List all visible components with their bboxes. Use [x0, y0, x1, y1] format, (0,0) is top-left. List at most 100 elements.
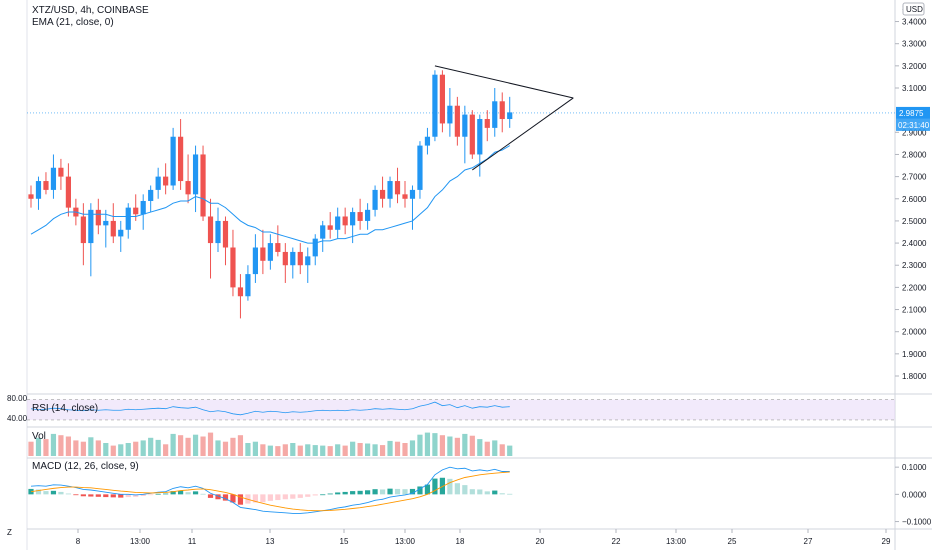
volume-bar [207, 432, 214, 456]
candle-body [424, 136, 431, 146]
candle-body [394, 181, 401, 195]
candle-body [65, 176, 71, 208]
candle-body [335, 216, 341, 230]
volume-bar [469, 435, 475, 456]
candle-body [417, 145, 423, 190]
candle-body [125, 207, 131, 230]
macd-histogram-bar [477, 489, 483, 495]
price-tick-label: 2.4000 [902, 239, 927, 248]
candle-body [327, 225, 333, 230]
volume-bar [484, 441, 490, 456]
candle-body [462, 114, 468, 137]
price-tick-label: 2.1000 [902, 306, 927, 315]
candle-body [95, 209, 101, 226]
candle-body [237, 287, 244, 297]
volume-bar [88, 437, 94, 456]
price-tick-label: 2.2000 [902, 283, 927, 292]
price-tick-label: 2.6000 [902, 195, 927, 204]
volume-bar [215, 440, 221, 456]
macd-histogram-bar [35, 489, 42, 495]
price-tick-label: 2.7000 [902, 173, 927, 182]
macd-histogram-bar [402, 489, 408, 495]
candle-body [454, 105, 460, 137]
timezone-label[interactable]: Z [7, 528, 12, 537]
volume-bar [379, 445, 386, 456]
volume-bar [80, 441, 86, 456]
volume-bar [499, 444, 505, 456]
macd-histogram-bar [237, 494, 244, 505]
macd-legend[interactable]: MACD (12, 26, close, 9) [32, 461, 139, 472]
time-tick-label: 18 [456, 537, 465, 546]
candle-body [492, 101, 498, 128]
volume-bar [394, 441, 401, 456]
volume-bar [43, 439, 49, 456]
volume-bar [342, 445, 348, 456]
macd-histogram-bar [379, 489, 386, 495]
macd-label: MACD (12, 26, close, 9) [32, 461, 139, 472]
candle-body [447, 105, 453, 124]
candle-body [282, 251, 288, 266]
candle-body [372, 189, 378, 210]
ema-legend[interactable]: EMA (21, close, 0) [32, 17, 118, 28]
volume-bar [58, 435, 64, 456]
countdown-label: 02:31:40 [898, 121, 930, 130]
price-tick-label: 1.9000 [902, 350, 927, 359]
currency-badge [902, 2, 925, 16]
volume-legend[interactable]: Vol [32, 431, 46, 442]
macd-histogram-bar [95, 494, 101, 497]
macd-histogram-bar [350, 491, 356, 495]
candle-body [207, 216, 214, 244]
macd-histogram-bar [207, 494, 214, 498]
macd-histogram-bar [133, 494, 139, 497]
rsi-legend[interactable]: RSI (14, close) [32, 403, 98, 414]
symbol-legend[interactable]: XTZ/USD, 4h, COINBASE [32, 5, 153, 16]
volume-bar [28, 441, 34, 456]
triangle-upper-line [434, 65, 574, 99]
volume-bar [252, 441, 258, 456]
candle-body [365, 209, 371, 221]
volume-bar [230, 437, 236, 456]
price-tick-label: 2.5000 [902, 217, 927, 226]
candle-body [43, 181, 49, 190]
macd-histogram-bar [80, 494, 86, 497]
volume-bar [320, 445, 326, 456]
volume-bar [432, 433, 438, 456]
volume-bar [245, 443, 251, 456]
candle-body [252, 247, 258, 275]
macd-histogram-bar [275, 494, 281, 501]
volume-bar [402, 443, 408, 456]
volume-bar [439, 435, 445, 456]
macd-histogram-bar [462, 485, 468, 495]
macd-histogram-bar [163, 493, 169, 495]
macd-histogram-bar [492, 490, 498, 495]
macd-histogram-bar [282, 494, 288, 500]
candle-body [178, 136, 184, 182]
macd-tick-label: 0.0000 [902, 490, 927, 499]
candle-body [215, 220, 221, 244]
candle-body [192, 154, 199, 195]
macd-histogram-bar [178, 490, 184, 495]
candle-body [140, 200, 146, 215]
macd-histogram-bar [447, 478, 453, 495]
macd-histogram-bar [155, 493, 161, 495]
time-tick-label: 13:00 [666, 537, 687, 546]
macd-histogram-bar [424, 484, 431, 495]
volume-bar [357, 443, 363, 456]
price-tick-label: 1.8000 [902, 372, 927, 381]
candle-body [245, 274, 251, 297]
macd-histogram-bar [454, 483, 460, 495]
price-tick-label: 3.3000 [902, 40, 927, 49]
volume-bar [103, 443, 109, 456]
candle-body [28, 194, 34, 199]
time-tick-label: 8 [76, 537, 81, 546]
macd-histogram-bar [372, 489, 378, 495]
volume-bar [409, 440, 416, 456]
candle-body [432, 74, 438, 137]
rsi-line [30, 401, 510, 416]
time-tick-label: 13 [266, 537, 275, 546]
volume-bar [290, 443, 296, 456]
macd-histogram-bar [148, 494, 154, 496]
ema-label: EMA (21, close, 0) [32, 17, 114, 28]
